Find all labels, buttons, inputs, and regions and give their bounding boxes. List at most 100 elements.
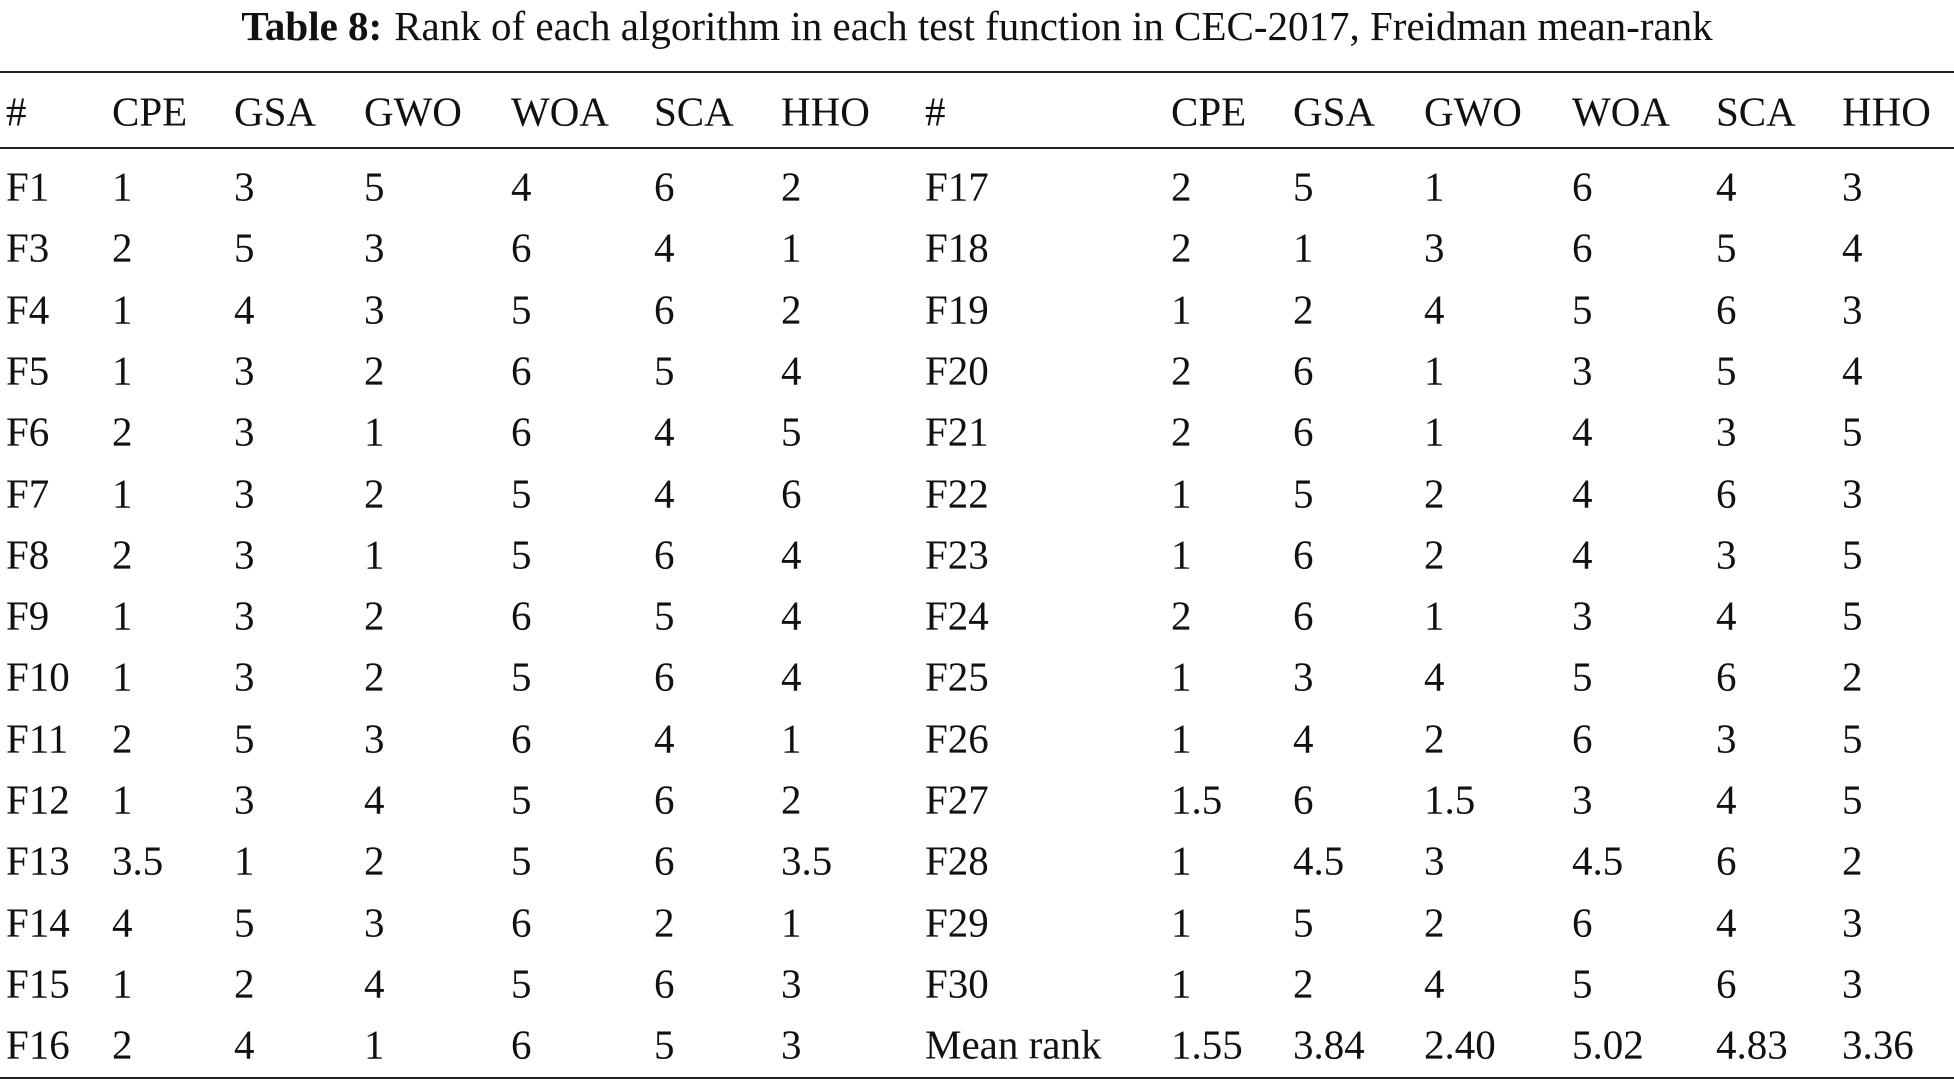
table-cell: 5 (511, 960, 532, 1007)
table-cell: 4 (364, 960, 385, 1007)
table-cell: F12 (6, 776, 70, 823)
header-cell: WOA (1572, 88, 1670, 135)
table-cell: 5 (511, 531, 532, 578)
table-cell: 1 (781, 224, 802, 271)
table-cell: 1 (1293, 224, 1314, 271)
table-cell: 2 (112, 408, 133, 455)
table-cell: 4 (234, 1021, 255, 1068)
table-cell: 6 (1293, 408, 1314, 455)
table-cell: 3 (1842, 470, 1863, 516)
table-cell: 1 (1424, 408, 1445, 455)
table-cell: 5 (1842, 776, 1863, 823)
table-cell: F19 (925, 286, 989, 333)
table-cell: 1 (112, 347, 133, 394)
table-cell: 4 (1424, 286, 1445, 333)
table-cell: 3 (234, 592, 255, 639)
header-cell: CPE (1171, 88, 1247, 135)
table-cell: 1 (112, 653, 133, 700)
table-cell: 5 (1716, 347, 1737, 394)
table-cell: 6 (511, 1021, 532, 1068)
table-cell: 1 (112, 163, 133, 210)
table-cell: 5 (654, 592, 675, 639)
table-cell: 6 (511, 224, 532, 271)
table-cell: 5 (1572, 653, 1593, 700)
table-cell: 4 (112, 899, 133, 946)
table-cell: 6 (511, 715, 532, 762)
table-cell: 6 (511, 899, 532, 946)
table-cell: 6 (1572, 899, 1593, 946)
table-cell: 5 (511, 286, 532, 333)
table-cell: 1 (1171, 653, 1192, 700)
table-cell: 6 (1572, 715, 1593, 762)
table-cell: 2 (1171, 347, 1192, 394)
table-cell: F1 (6, 163, 50, 210)
table-cell: 3 (1424, 224, 1445, 271)
caption-label: Table 8: (241, 3, 383, 49)
table-cell: 6 (781, 470, 802, 516)
table-cell: 5.02 (1572, 1021, 1644, 1068)
table-cell: F27 (925, 776, 989, 823)
table-cell: F8 (6, 531, 50, 578)
header-rule (0, 147, 1954, 149)
table-cell: 2 (364, 592, 385, 639)
table-cell: 2 (1424, 715, 1445, 762)
table-cell: 6 (654, 286, 675, 333)
table-cell: 3.84 (1293, 1021, 1365, 1068)
table-cell: 3 (1572, 592, 1593, 639)
table-cell: 5 (1572, 960, 1593, 1007)
table-cell: 5 (781, 408, 802, 455)
table-cell: 4.5 (1293, 837, 1345, 884)
header-cell: HHO (781, 88, 870, 135)
table-cell: 2 (364, 347, 385, 394)
table-cell: 4 (234, 286, 255, 333)
table-cell: 3 (364, 715, 385, 762)
header-cell: GSA (1293, 88, 1376, 135)
table-cell: 4 (1293, 715, 1314, 762)
table-cell: 5 (1842, 408, 1863, 455)
table-cell: 1 (781, 899, 802, 946)
table-cell: 5 (234, 899, 255, 946)
header-cell: CPE (112, 88, 188, 135)
table-cell: 2 (1171, 224, 1192, 271)
table-cell: 3 (364, 899, 385, 946)
table-cell: 3 (364, 286, 385, 333)
table-cell: 3 (234, 776, 255, 823)
table-cell: 4.5 (1572, 837, 1624, 884)
table-cell: 3 (234, 470, 255, 516)
table-cell: 1.5 (1171, 776, 1223, 823)
table-cell: 6 (1716, 286, 1737, 333)
header-cell: WOA (511, 88, 609, 135)
table-cell: 3 (364, 224, 385, 271)
table-cell: 5 (1842, 531, 1863, 578)
table-cell: 1 (1171, 531, 1192, 578)
table-cell: 3 (1572, 347, 1593, 394)
table-cell: 5 (1293, 470, 1314, 516)
table-cell: 1 (1171, 837, 1192, 884)
table-cell: 2 (112, 715, 133, 762)
table-cell: 2 (1424, 531, 1445, 578)
table-cell: 6 (1716, 837, 1737, 884)
table-cell: 4 (781, 531, 802, 578)
table-cell: 4 (1424, 653, 1445, 700)
table-cell: 4 (1716, 776, 1737, 823)
header-cell: SCA (654, 88, 734, 135)
table-cell: 6 (1716, 960, 1737, 1007)
table-cell: F24 (925, 592, 989, 639)
table-cell: 3 (1842, 899, 1863, 946)
table-cell: 3.36 (1842, 1021, 1914, 1068)
table-cell: F25 (925, 653, 989, 700)
table-cell: 5 (511, 837, 532, 884)
table-cell: 6 (511, 347, 532, 394)
table-cell: 2 (654, 899, 675, 946)
table-cell: 5 (364, 163, 385, 210)
table-cell: 4 (1716, 163, 1737, 210)
table-cell: 4 (654, 470, 675, 516)
table-cell: 6 (511, 592, 532, 639)
table-cell: F21 (925, 408, 989, 455)
table-cell: 3 (781, 1021, 802, 1068)
table-cell: 2 (1293, 960, 1314, 1007)
table-cell: F23 (925, 531, 989, 578)
table-cell: 6 (1716, 470, 1737, 516)
table-cell: F3 (6, 224, 50, 271)
